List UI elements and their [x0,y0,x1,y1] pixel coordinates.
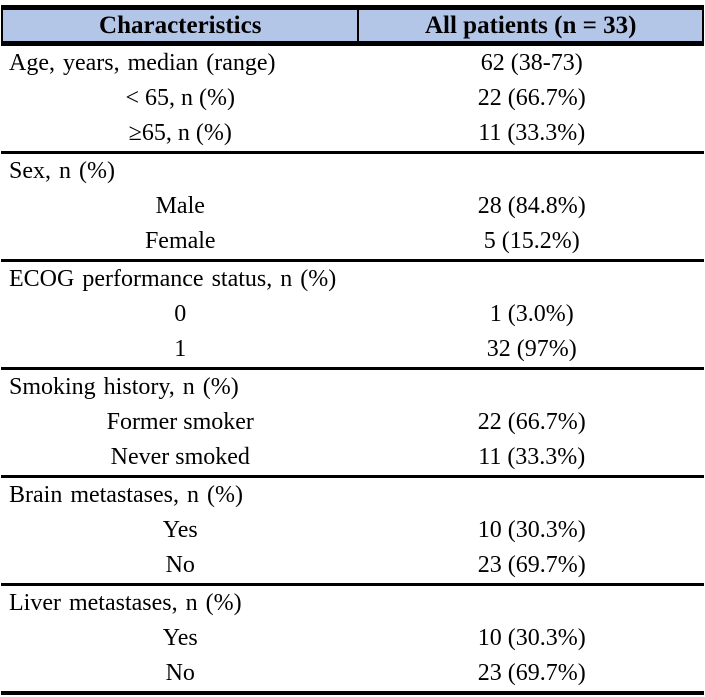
table-row: No 23 (69.7%) [1,548,704,583]
row-label: Former smoker [106,409,254,435]
row-value: 23 (69.7%) [477,660,586,686]
table-top-rule [1,5,704,10]
section-liver-metastases: Liver metastases, n (%) Yes 10 (30.3%) N… [1,583,704,695]
row-value: 62 (38-73) [480,50,583,76]
row-value: 23 (69.7%) [477,552,586,578]
table-row: < 65, n (%) 22 (66.7%) [1,81,704,116]
table-row: Yes 10 (30.3%) [1,621,704,656]
row-label: 0 [174,301,187,327]
row-label: Female [144,228,216,254]
section-sex: Sex, n (%) Male 28 (84.8%) Female 5 (15.… [1,151,704,259]
row-value: 22 (66.7%) [477,85,586,111]
row-value: 10 (30.3%) [477,625,586,651]
row-label: Sex, n (%) [9,158,115,184]
row-label: ≥65, n (%) [128,120,232,146]
row-label: Age, years, median (range) [9,50,276,76]
section-brain-metastases: Brain metastases, n (%) Yes 10 (30.3%) N… [1,475,704,583]
table-row: Sex, n (%) [1,154,704,189]
table-row: Female 5 (15.2%) [1,224,704,259]
table-body: Age, years, median (range) 62 (38-73) < … [1,46,704,695]
row-label: Yes [162,517,198,543]
patient-characteristics-table: Characteristics All patients (n = 33) Ag… [1,5,704,695]
table-row: 1 32 (97%) [1,332,704,367]
row-label: No [165,660,195,686]
header-cell-characteristics: Characteristics [3,10,360,41]
table-row: Male 28 (84.8%) [1,189,704,224]
row-label: No [165,552,195,578]
table-row: Smoking history, n (%) [1,370,704,405]
row-label: Brain metastases, n (%) [9,482,243,508]
section-age: Age, years, median (range) 62 (38-73) < … [1,46,704,151]
row-value: 28 (84.8%) [477,193,586,219]
row-value: 10 (30.3%) [477,517,586,543]
table-row: Age, years, median (range) 62 (38-73) [1,46,704,81]
row-label: Liver metastases, n (%) [9,590,242,616]
table-row: Former smoker 22 (66.7%) [1,405,704,440]
row-label: 1 [174,336,187,362]
row-label: < 65, n (%) [125,85,236,111]
section-smoking: Smoking history, n (%) Former smoker 22 … [1,367,704,475]
row-value: 5 (15.2%) [483,228,580,254]
row-value: 11 (33.3%) [478,444,586,470]
table-row: Brain metastases, n (%) [1,478,704,513]
table-row: Never smoked 11 (33.3%) [1,440,704,475]
table-row: Yes 10 (30.3%) [1,513,704,548]
row-label: Never smoked [110,444,250,470]
row-label: Male [155,193,205,219]
table-row: No 23 (69.7%) [1,656,704,691]
table-row: ≥65, n (%) 11 (33.3%) [1,116,704,151]
table-row: ECOG performance status, n (%) [1,262,704,297]
table-row: 0 1 (3.0%) [1,297,704,332]
row-value: 22 (66.7%) [477,409,586,435]
header-bottom-rule [1,41,704,46]
row-value: 11 (33.3%) [478,120,586,146]
row-value: 1 (3.0%) [489,301,574,327]
row-label: ECOG performance status, n (%) [9,266,337,292]
section-ecog: ECOG performance status, n (%) 0 1 (3.0%… [1,259,704,367]
table-header-row: Characteristics All patients (n = 33) [1,10,704,41]
row-value: 32 (97%) [486,336,577,362]
header-cell-all-patients: All patients (n = 33) [424,12,637,39]
table-row: Liver metastases, n (%) [1,586,704,621]
row-label: Smoking history, n (%) [9,374,239,400]
row-label: Yes [162,625,198,651]
